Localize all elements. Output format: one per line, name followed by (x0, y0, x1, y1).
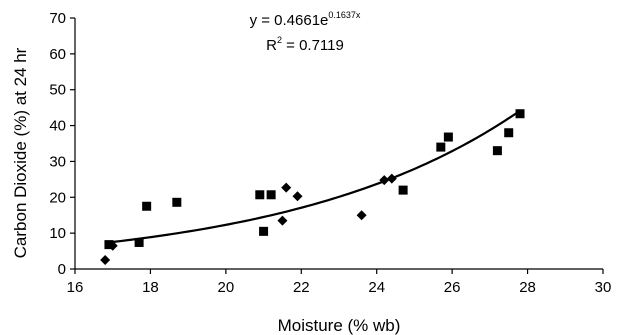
y-tick-label: 40 (49, 118, 66, 135)
data-point-square (134, 237, 144, 247)
trendline-curve (105, 109, 521, 244)
axes (70, 17, 604, 274)
data-point-square (515, 109, 525, 119)
data-point-square (492, 146, 502, 156)
y-axis-title: Carbon Dioxide (%) at 24 hr (11, 47, 30, 258)
data-point-square (398, 185, 408, 195)
trendline-group (105, 109, 521, 244)
data-point-square (255, 190, 265, 200)
x-tick-label: 24 (368, 279, 385, 296)
trend-equation: y = 0.4661e0.1637x (250, 10, 361, 29)
y-tick-label: 30 (49, 153, 66, 170)
data-point-square (504, 128, 514, 138)
x-tick-label: 20 (218, 279, 235, 296)
data-point-square (142, 201, 152, 211)
y-tick-label: 60 (49, 46, 66, 63)
data-point-square (443, 132, 453, 142)
data-point-square (259, 226, 269, 236)
x-axis-title: Moisture (% wb) (278, 316, 401, 335)
y-tick-label: 20 (49, 189, 66, 206)
trend-r-squared: R2 = 0.7119 (266, 35, 344, 54)
data-point-diamond (356, 210, 367, 221)
y-tick-label: 70 (49, 10, 66, 27)
y-tick-label: 10 (49, 225, 66, 242)
x-tick-label: 18 (142, 279, 159, 296)
x-tick-label: 22 (293, 279, 310, 296)
data-point-diamond (277, 215, 288, 226)
data-point-diamond (281, 182, 292, 193)
x-tick-label: 28 (519, 279, 536, 296)
data-point-square (436, 142, 446, 152)
x-tick-label: 26 (444, 279, 461, 296)
data-point-diamond (379, 175, 390, 186)
x-tick-label: 16 (67, 279, 84, 296)
tick-labels: 0 10 20 30 40 50 60 70 16 18 20 22 24 26 28 30 (49, 10, 611, 296)
y-tick-label: 0 (58, 261, 66, 278)
data-point-diamond (100, 255, 111, 266)
data-point-diamond (292, 191, 303, 202)
y-tick-label: 50 (49, 82, 66, 99)
x-tick-label: 30 (595, 279, 612, 296)
data-point-diamond (386, 173, 397, 184)
data-point-square (172, 197, 182, 207)
data-point-square (266, 190, 276, 200)
points-group (100, 109, 525, 266)
equation-label-background (234, 9, 377, 57)
data-point-diamond (107, 240, 118, 251)
